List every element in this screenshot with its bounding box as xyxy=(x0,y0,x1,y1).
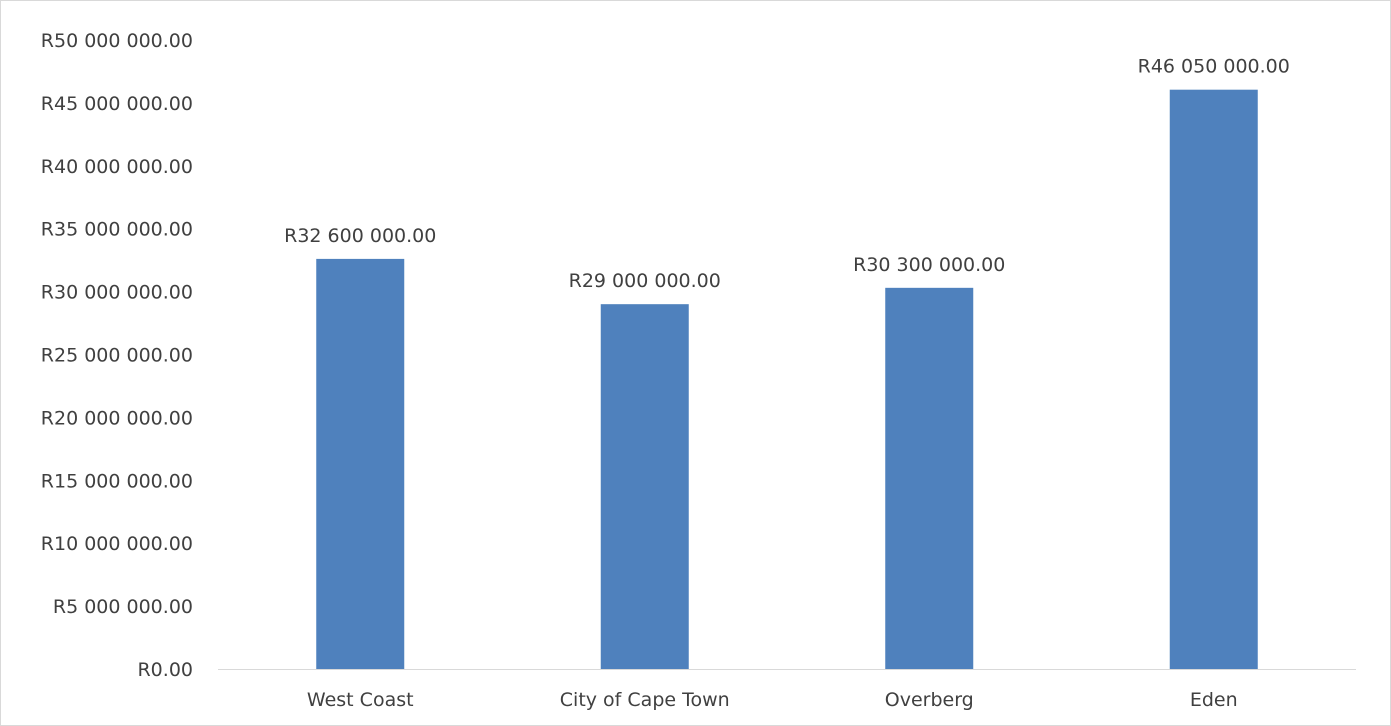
x-axis: West Coast City of Cape Town Overberg Eden xyxy=(218,669,1356,711)
data-labels: R32 600 000.00 R29 000 000.00 R30 300 000.… xyxy=(284,56,1290,292)
y-tick-label: R40 000 000.00 xyxy=(41,156,193,178)
bars xyxy=(316,89,1258,670)
bar-eden xyxy=(1169,89,1258,670)
x-category-label: City of Cape Town xyxy=(560,689,730,711)
bar-overberg xyxy=(885,287,974,669)
y-tick-label: R35 000 000.00 xyxy=(41,219,193,241)
y-tick-label: R50 000 000.00 xyxy=(41,30,193,52)
bar-west-coast xyxy=(316,258,405,669)
y-tick-label: R0.00 xyxy=(137,659,193,681)
x-category-label: Overberg xyxy=(885,689,974,711)
bar-data-label: R30 300 000.00 xyxy=(853,254,1005,276)
bar-city-of-cape-town xyxy=(600,304,689,669)
x-category-label: West Coast xyxy=(307,689,414,711)
y-tick-label: R20 000 000.00 xyxy=(41,407,193,429)
y-tick-label: R25 000 000.00 xyxy=(41,345,193,367)
y-tick-label: R45 000 000.00 xyxy=(41,93,193,115)
bar-data-label: R29 000 000.00 xyxy=(569,270,721,292)
y-tick-label: R15 000 000.00 xyxy=(41,470,193,492)
y-axis: R0.00 R5 000 000.00 R10 000 000.00 R15 000 … xyxy=(41,30,193,681)
bar-data-label: R32 600 000.00 xyxy=(284,225,436,247)
y-tick-label: R10 000 000.00 xyxy=(41,533,193,555)
y-tick-label: R30 000 000.00 xyxy=(41,282,193,304)
y-tick-label: R5 000 000.00 xyxy=(53,596,193,618)
x-category-label: Eden xyxy=(1190,689,1238,711)
bar-data-label: R46 050 000.00 xyxy=(1138,56,1290,78)
